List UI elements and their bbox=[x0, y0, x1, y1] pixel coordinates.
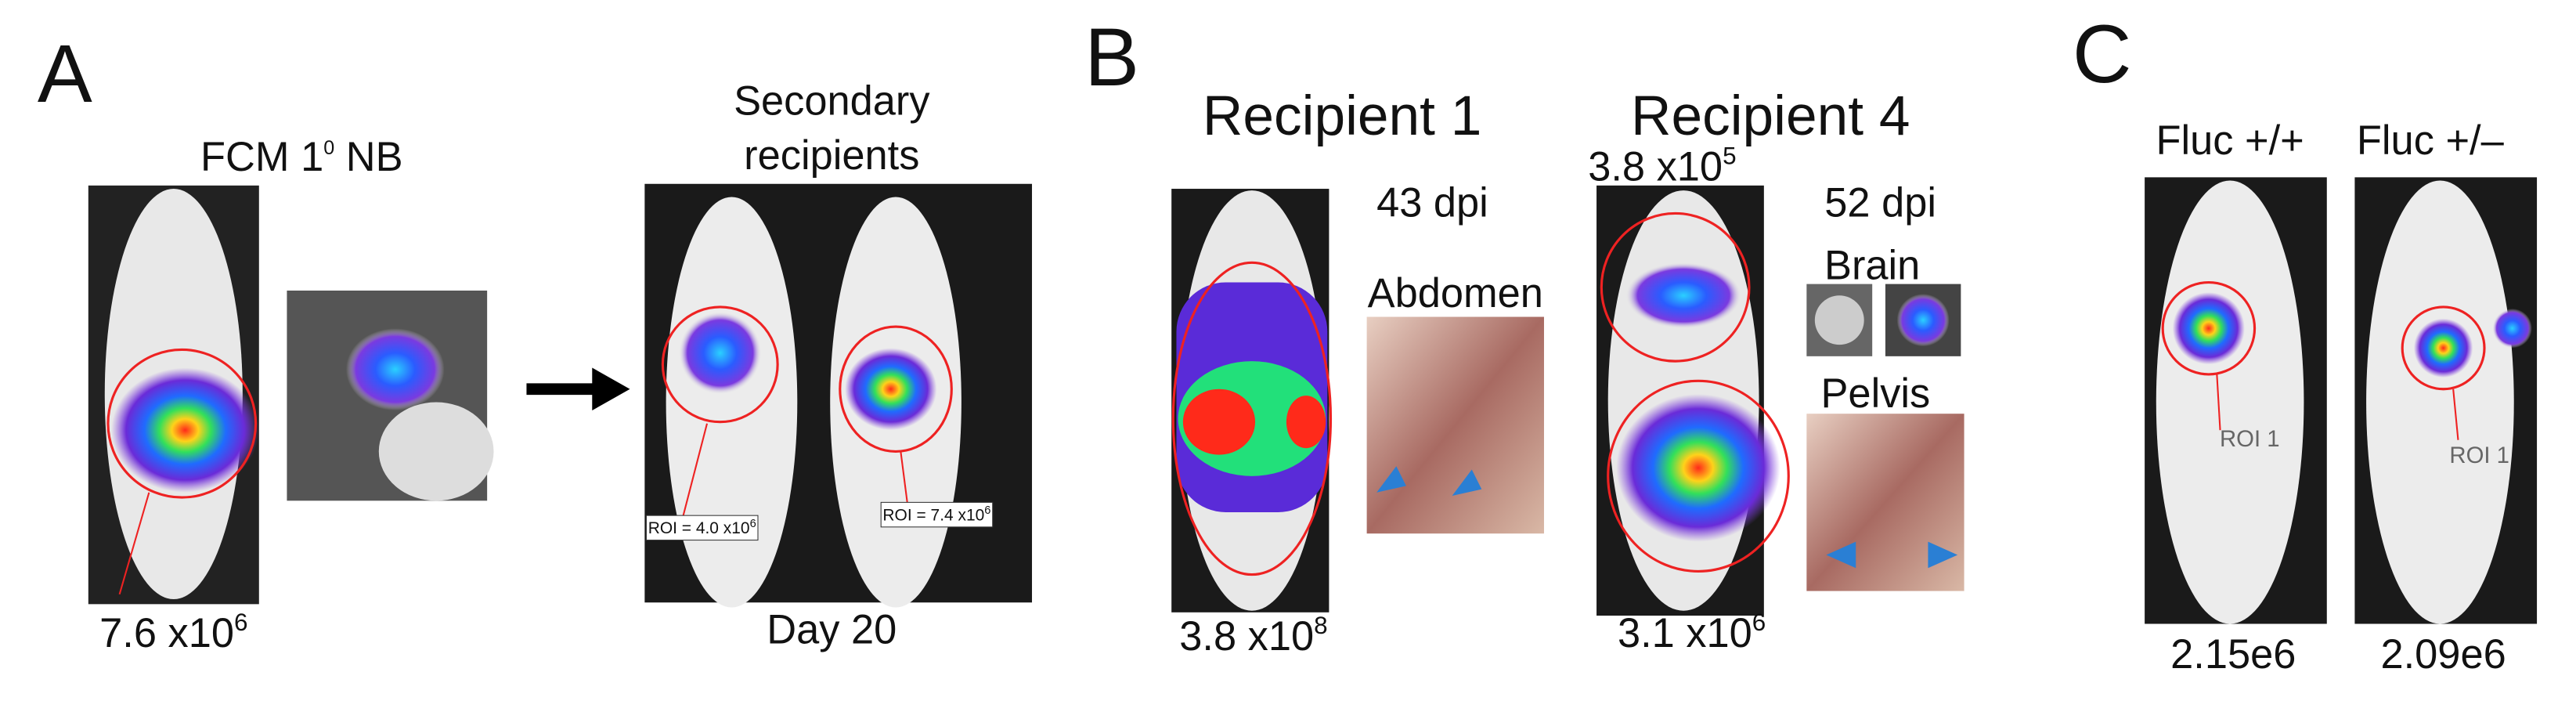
organ-label: Brain bbox=[1824, 243, 1920, 288]
roi-box bbox=[645, 515, 759, 541]
title-text: NB bbox=[334, 135, 402, 180]
value-label: 2.09e6 bbox=[2380, 632, 2506, 678]
roi-text: ROI = 7.4 x10 bbox=[882, 506, 984, 524]
organ-label: Abdomen bbox=[1368, 271, 1543, 316]
day-label: Day 20 bbox=[767, 608, 897, 653]
roi-circle bbox=[1600, 211, 1751, 363]
mouse-title: Fluc +/– bbox=[2357, 118, 2505, 164]
roi-circle bbox=[106, 348, 258, 499]
mouse-title: Fluc +/+ bbox=[2156, 118, 2304, 164]
arrow-icon bbox=[1928, 541, 1958, 569]
roi-box bbox=[880, 501, 994, 528]
signal bbox=[345, 328, 445, 411]
roi-circle bbox=[839, 325, 953, 453]
panel-label: A bbox=[38, 28, 92, 120]
roi-line bbox=[900, 451, 908, 503]
value-label: 3.8 x105 bbox=[1588, 143, 1736, 190]
signal bbox=[1616, 394, 1780, 542]
signal bbox=[2172, 292, 2245, 365]
dpi-label: 52 dpi bbox=[1824, 181, 1936, 226]
value-exp: 5 bbox=[1723, 143, 1736, 170]
roi-text: ROI = 4.0 x10 bbox=[648, 519, 750, 537]
tissue bbox=[1814, 295, 1864, 345]
signal bbox=[111, 367, 259, 493]
roi-label: ROI = 4.0 x106 bbox=[648, 518, 756, 537]
roi-line bbox=[2216, 374, 2221, 431]
mouse bbox=[2366, 180, 2514, 624]
value-text: 3.1 x10 bbox=[1618, 611, 1752, 656]
arrow-icon bbox=[1826, 541, 1856, 569]
value-exp: 6 bbox=[234, 609, 247, 636]
panel-label: C bbox=[2073, 9, 2132, 100]
value-exp: 8 bbox=[1314, 612, 1327, 639]
roi-line bbox=[2452, 388, 2459, 440]
roi-circle bbox=[1171, 261, 1333, 576]
section-title: Secondary bbox=[734, 79, 930, 125]
value-label: 2.15e6 bbox=[2170, 632, 2296, 678]
roi-circle bbox=[2401, 305, 2486, 391]
dpi-label: 43 dpi bbox=[1376, 181, 1488, 226]
panel-label: B bbox=[1084, 12, 1139, 103]
panel-title: FCM 10 NB bbox=[200, 135, 403, 180]
recipient-title: Recipient 4 bbox=[1631, 85, 1910, 147]
roi-line bbox=[681, 423, 709, 519]
signal bbox=[1625, 262, 1741, 329]
roi-circle bbox=[1607, 379, 1790, 573]
signal bbox=[2413, 318, 2473, 378]
signal bbox=[1286, 396, 1326, 449]
roi-exp: 6 bbox=[984, 504, 990, 517]
roi-label: ROI 1 bbox=[2449, 443, 2509, 468]
roi-circle bbox=[2161, 280, 2257, 376]
arrow-icon bbox=[1452, 469, 1482, 496]
signal bbox=[679, 312, 762, 395]
signal bbox=[1896, 294, 1950, 347]
section-title: recipients bbox=[744, 133, 919, 179]
value-text: 7.6 x10 bbox=[99, 611, 234, 656]
title-text: FCM 1 bbox=[200, 135, 323, 180]
photo bbox=[1806, 414, 1964, 591]
photo bbox=[1366, 316, 1544, 534]
value-exp: 6 bbox=[1752, 609, 1766, 636]
organ-label: Pelvis bbox=[1820, 371, 1930, 417]
value-text: 3.8 x10 bbox=[1588, 145, 1723, 190]
mouse bbox=[666, 197, 798, 608]
value-label: 3.8 x108 bbox=[1179, 612, 1327, 659]
value-label: 7.6 x106 bbox=[99, 609, 247, 656]
title-sup: 0 bbox=[323, 137, 334, 159]
arrow-icon bbox=[1376, 466, 1406, 493]
arrow-head bbox=[592, 367, 630, 411]
roi-line bbox=[118, 492, 150, 595]
value-label: 3.1 x106 bbox=[1618, 609, 1766, 656]
value-text: 3.8 x10 bbox=[1179, 614, 1314, 659]
recipient-title: Recipient 1 bbox=[1203, 85, 1481, 147]
signal bbox=[2492, 309, 2532, 349]
roi-label: ROI 1 bbox=[2220, 426, 2280, 452]
signal bbox=[1182, 388, 1256, 455]
roi-circle bbox=[661, 305, 779, 424]
roi-exp: 6 bbox=[750, 518, 756, 530]
signal bbox=[845, 348, 937, 431]
mouse bbox=[2156, 180, 2304, 624]
tissue bbox=[378, 402, 494, 501]
roi-label: ROI = 7.4 x106 bbox=[882, 504, 990, 524]
